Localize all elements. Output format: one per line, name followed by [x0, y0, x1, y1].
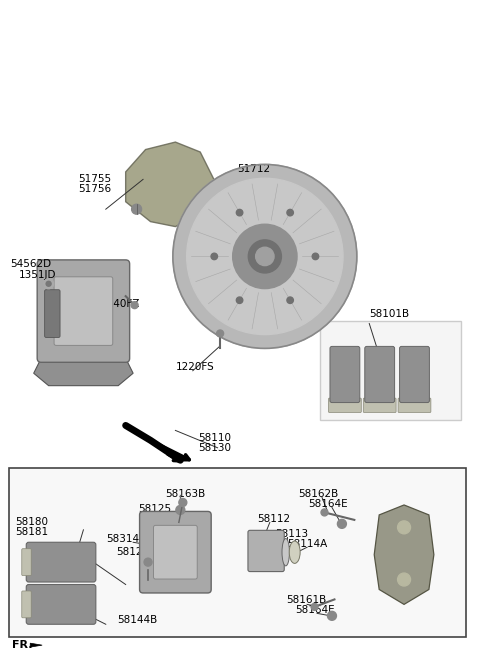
Text: 58144B: 58144B	[138, 575, 179, 586]
Text: 58144B: 58144B	[117, 615, 157, 625]
Circle shape	[233, 224, 297, 289]
Text: 58130: 58130	[198, 443, 231, 453]
Text: 58101B: 58101B	[369, 308, 409, 319]
Circle shape	[216, 330, 224, 337]
FancyBboxPatch shape	[140, 512, 211, 593]
Text: 51756: 51756	[78, 184, 111, 194]
Circle shape	[131, 302, 138, 308]
Polygon shape	[30, 643, 42, 647]
Text: 51712: 51712	[238, 165, 271, 174]
FancyBboxPatch shape	[22, 548, 31, 575]
Circle shape	[327, 611, 336, 621]
Text: 58113: 58113	[275, 529, 308, 539]
Text: 58161B: 58161B	[286, 596, 326, 605]
Circle shape	[397, 521, 410, 534]
Circle shape	[321, 509, 328, 516]
Circle shape	[236, 209, 243, 216]
Text: 58180: 58180	[15, 518, 48, 527]
Circle shape	[176, 506, 185, 514]
Text: 58163B: 58163B	[166, 489, 206, 499]
FancyBboxPatch shape	[330, 346, 360, 403]
Circle shape	[179, 499, 187, 506]
Text: 58162B: 58162B	[299, 489, 339, 499]
FancyBboxPatch shape	[399, 346, 430, 403]
Text: 1140FZ: 1140FZ	[101, 298, 140, 308]
Circle shape	[248, 240, 281, 273]
Bar	[320, 321, 461, 420]
Text: 54562D: 54562D	[11, 259, 51, 269]
Circle shape	[211, 253, 217, 260]
Circle shape	[44, 279, 54, 289]
Circle shape	[287, 297, 293, 304]
FancyBboxPatch shape	[45, 290, 60, 337]
Circle shape	[397, 573, 410, 586]
Text: 58112: 58112	[257, 514, 290, 524]
Text: 58314: 58314	[106, 534, 139, 544]
FancyBboxPatch shape	[398, 398, 431, 413]
Polygon shape	[126, 142, 215, 226]
FancyBboxPatch shape	[54, 277, 113, 346]
FancyBboxPatch shape	[26, 543, 96, 582]
Circle shape	[337, 520, 347, 528]
Circle shape	[46, 281, 51, 286]
Circle shape	[287, 209, 293, 216]
FancyBboxPatch shape	[22, 591, 31, 618]
Circle shape	[312, 253, 319, 260]
Text: 1351JD: 1351JD	[19, 270, 56, 280]
Circle shape	[236, 297, 243, 304]
Text: 58181: 58181	[15, 527, 48, 537]
Text: FR.: FR.	[12, 640, 33, 650]
Text: 58164E: 58164E	[309, 499, 348, 509]
Circle shape	[311, 604, 318, 610]
Circle shape	[173, 165, 357, 348]
Circle shape	[256, 247, 274, 266]
Polygon shape	[374, 505, 434, 604]
Text: 58120: 58120	[116, 547, 149, 557]
Text: 58125: 58125	[138, 504, 171, 514]
FancyBboxPatch shape	[328, 398, 361, 413]
Ellipse shape	[282, 539, 289, 566]
Bar	[9, 468, 466, 637]
FancyBboxPatch shape	[363, 398, 396, 413]
FancyBboxPatch shape	[26, 584, 96, 625]
Text: 1220FS: 1220FS	[175, 361, 214, 372]
Ellipse shape	[289, 541, 300, 564]
Text: 58164E: 58164E	[296, 605, 336, 615]
Circle shape	[187, 178, 343, 335]
Text: 58110: 58110	[198, 433, 231, 443]
FancyBboxPatch shape	[154, 525, 197, 579]
Circle shape	[144, 558, 152, 566]
Circle shape	[132, 204, 142, 214]
FancyBboxPatch shape	[248, 530, 284, 571]
FancyBboxPatch shape	[365, 346, 395, 403]
Text: 51755: 51755	[78, 174, 111, 184]
Polygon shape	[34, 358, 133, 386]
Text: 58114A: 58114A	[287, 539, 327, 549]
FancyBboxPatch shape	[37, 260, 130, 362]
